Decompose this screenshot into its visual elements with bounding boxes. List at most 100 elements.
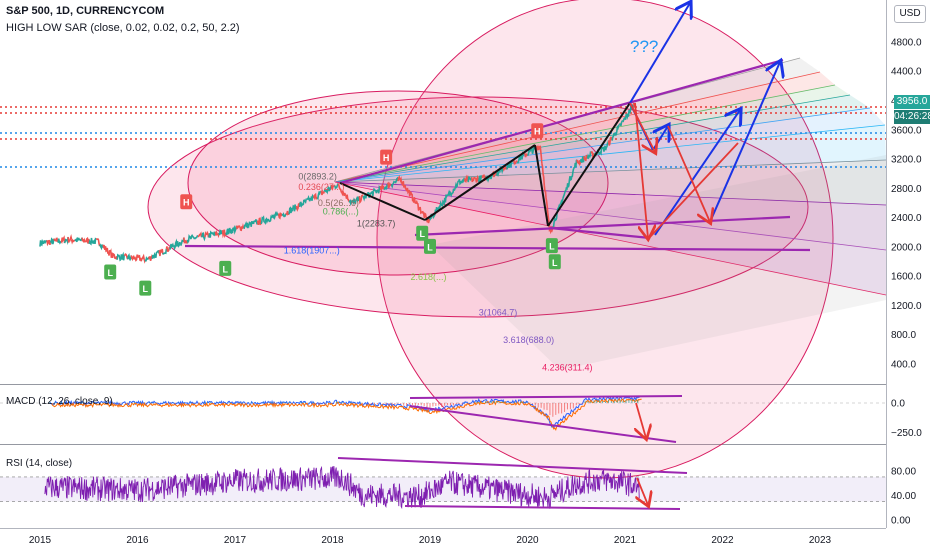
price-line-segment [74,237,80,243]
price-line-segment [306,194,312,202]
price-tick-label: 3200.0 [891,155,922,166]
trend-line-short [549,226,651,240]
price-line-segment [457,179,462,186]
price-tick-label: 4400.0 [891,67,922,78]
price-line-segment [190,233,196,240]
price-line-segment [579,156,585,163]
price-line-segment [148,254,154,261]
price-line-segment [208,230,213,239]
price-line-segment [600,145,606,152]
price-line-segment [622,114,627,123]
indicator-legend[interactable]: HIGH LOW SAR (close, 0.02, 0.02, 0.2, 50… [6,22,240,34]
price-line-segment [96,238,101,247]
macd-tick-label: 0.0 [891,399,905,410]
price-line-segment [253,219,259,225]
projection-arrow-red [667,125,710,222]
fib-fan-line [334,181,887,206]
price-line-segment [151,251,157,259]
sar-marker-text: H [383,153,390,163]
sar-marker-text: L [223,264,229,274]
macd-signal-line [51,398,642,431]
price-line-segment [555,204,561,221]
price-line-segment [383,183,389,191]
zigzag-line [424,144,536,221]
time-tick-label: 2015 [29,535,52,546]
projection-arrow-red [629,102,655,152]
price-tick-label: 2000.0 [891,242,922,253]
price-line-segment [183,237,189,244]
fib-level-label: 0.5(26...6) [318,198,359,208]
price-line-segment [85,236,90,244]
price-line-segment [418,206,424,215]
price-line-segment [337,183,343,194]
price-line-segment [460,177,465,184]
price-line-segment [46,239,52,247]
trend-line-upper [339,58,784,185]
price-line-segment [607,136,613,146]
price-line-segment [130,254,136,262]
fib-shade [430,155,886,370]
price-line-segment [102,244,108,253]
price-line-segment [158,248,164,257]
sar-low-marker [139,280,152,296]
price-line-segment [277,212,283,220]
rsi-tick-label: 40.00 [891,491,916,502]
time-tick-label: 2017 [224,535,247,546]
trend-line-lower [184,244,811,252]
price-line-segment [228,227,234,234]
price-line-segment [565,176,571,191]
price-line-segment [369,190,375,197]
price-tick-label: 1600.0 [891,272,922,283]
price-line-segment [586,150,592,160]
price-line-segment [291,204,298,212]
fib-level-label: 0.786(...) [323,207,359,217]
price-line-segment [270,213,276,221]
price-line-segment [583,154,589,162]
rsi-line [44,465,640,510]
countdown-tag: 04:26:28 [894,110,932,124]
time-tick-label: 2018 [321,535,344,546]
fib-level-label: 0(2893.2) [298,172,337,182]
price-line-segment [119,251,126,261]
trend-line-mid [414,215,791,237]
projection-line-red [649,142,739,238]
price-line-segment [351,197,357,206]
price-line-segment [193,234,199,240]
macd-pane-label[interactable]: MACD (12, 26, close, 9) [6,396,113,407]
price-line-segment [442,194,448,207]
projection-arrow-blue [709,62,780,223]
price-line-segment [126,253,133,262]
sar-high-marker [380,149,393,165]
macd-arrow-red [636,402,646,438]
sar-low-marker [548,254,561,270]
rsi-trend-lower [404,505,681,510]
price-line-segment [502,166,508,172]
price-line-segment [489,172,494,180]
sar-marker-text: L [107,268,113,278]
fib-level-label: 1(2283.7) [357,218,396,228]
fib-fan-zone [335,160,886,205]
time-tick-label: 2023 [809,535,832,546]
price-line-segment [562,187,568,199]
zigzag-line [534,144,549,227]
price-line-segment [604,140,610,151]
price-line-segment [344,194,350,202]
price-line-segment [302,198,307,206]
price-line-segment [295,202,301,212]
rsi-tick-label: 0.00 [891,516,911,527]
price-line-segment [327,184,333,192]
price-line-segment [632,102,636,108]
question-annotation: ??? [630,37,658,56]
price-line-segment [256,217,262,226]
price-line-segment [474,174,480,183]
fib-fan-line [334,181,887,251]
price-line-segment [372,187,378,194]
rsi-trend-upper [337,457,688,474]
price-line-segment [548,222,554,235]
price-tick-label: 2400.0 [891,213,922,224]
currency-button[interactable]: USD [894,5,926,23]
rsi-pane-label[interactable]: RSI (14, close) [6,458,73,469]
price-line-segment [516,155,522,164]
sar-high-marker [531,123,544,139]
